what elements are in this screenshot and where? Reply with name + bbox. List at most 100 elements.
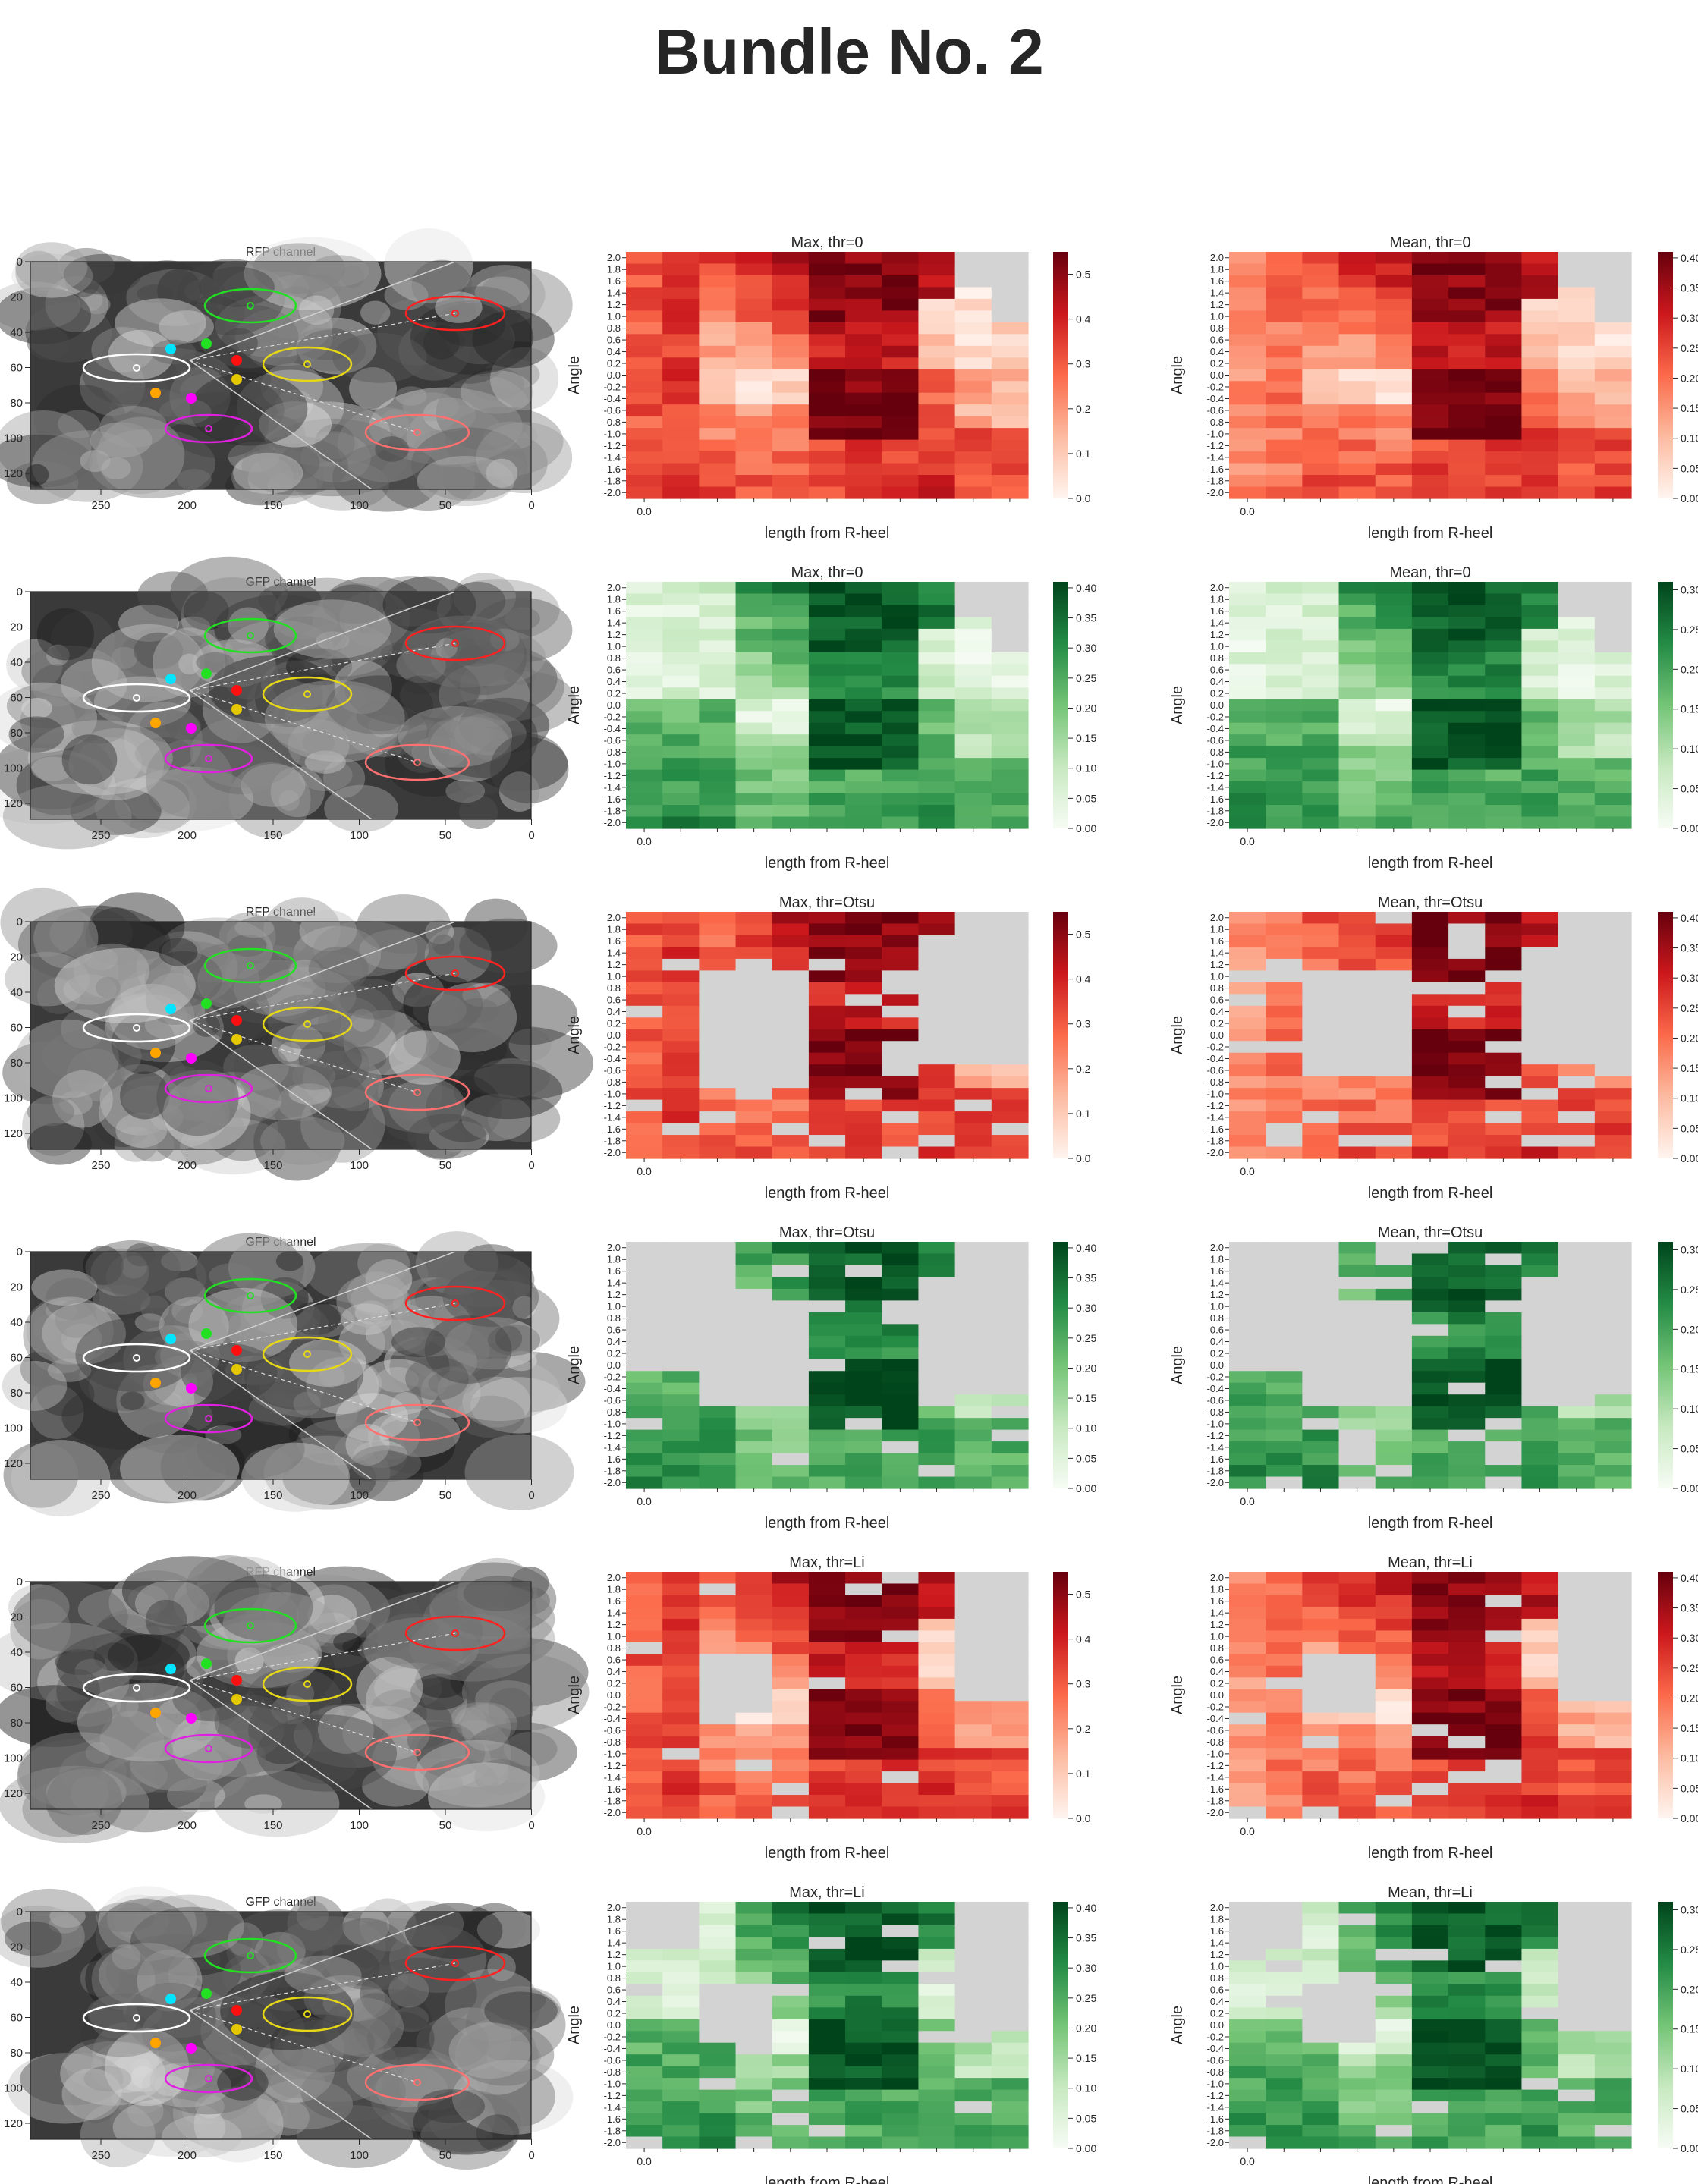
heatmap-cell	[1558, 1984, 1596, 1997]
heatmap-cell	[626, 1724, 663, 1737]
heatmap-cell	[991, 298, 1029, 311]
y-tick-label: 2.0	[1210, 1242, 1224, 1253]
heatmap-cell	[1521, 722, 1559, 735]
heatmap-cell	[845, 1312, 882, 1325]
heatmap-cell	[1375, 1371, 1413, 1384]
heatmap-cell	[1448, 982, 1486, 995]
heatmap-cell	[845, 1099, 882, 1112]
heatmap-cell	[1448, 287, 1486, 300]
heatmap-cell	[882, 2113, 920, 2126]
heatmap-cell	[662, 699, 700, 712]
heatmap-cell	[772, 746, 810, 759]
roi-center-marker	[413, 759, 421, 766]
heatmap-cell	[1338, 605, 1376, 618]
heatmap-cell	[991, 605, 1029, 618]
y-tick-label: 0.0	[607, 699, 621, 711]
heatmap-cell	[1302, 1029, 1340, 1042]
heatmap-cell	[1485, 2125, 1523, 2138]
heatmap-cell	[1485, 1748, 1523, 1761]
heatmap-cell	[1338, 1972, 1376, 1984]
heatmap-cell	[1338, 1146, 1376, 1159]
heatmap-cell	[1558, 404, 1596, 417]
heatmap-cell	[845, 1076, 882, 1089]
heatmap-cell	[1375, 1583, 1413, 1596]
micrograph-blob	[11, 253, 93, 298]
y-tick-label: 80	[10, 1717, 23, 1730]
heatmap-cell	[1302, 2066, 1340, 2079]
micrograph-blob	[365, 1613, 464, 1689]
heatmap-cell	[918, 640, 956, 653]
heatmap-cell	[954, 439, 992, 452]
heatmap-cell	[1521, 1371, 1559, 1384]
heatmap-title: Mean, thr=0	[1389, 234, 1470, 251]
heatmap-cell	[918, 593, 956, 606]
x-tick-label: 250	[91, 1159, 110, 1172]
colorbar-tick-label: 0.00	[1681, 1152, 1698, 1164]
micrograph-blob	[0, 410, 92, 482]
heatmap-cell	[1338, 1937, 1376, 1950]
heatmap-cell	[808, 1076, 846, 1089]
heatmap-cell	[662, 1972, 700, 1984]
micrograph-blob	[22, 1095, 85, 1156]
heatmap-cell	[918, 475, 956, 488]
y-tick-label: 1.6	[607, 605, 621, 617]
heatmap-cell	[662, 1052, 700, 1065]
heatmap-cell	[991, 1995, 1029, 2008]
heatmap-cell	[882, 1689, 920, 1702]
heatmap-cell	[808, 816, 846, 829]
heatmap-cell	[1302, 1759, 1340, 1772]
heatmap-cell	[1229, 1595, 1266, 1608]
micrograph-blob	[162, 315, 231, 382]
roi-ellipse	[82, 1343, 191, 1373]
heatmap-cell	[1485, 1146, 1523, 1159]
heatmap-cell	[882, 675, 920, 688]
heatmap-cell	[882, 805, 920, 818]
y-tick-label: -0.6	[1207, 1064, 1224, 1076]
heatmap-cell	[662, 1277, 700, 1290]
heatmap-cell	[662, 675, 700, 688]
heatmap-cell	[1411, 675, 1449, 688]
heatmap-cell	[808, 1465, 846, 1478]
heatmap-cell	[735, 463, 773, 476]
heatmap-cell	[991, 1347, 1029, 1360]
heatmap-cell	[772, 912, 810, 925]
micrograph-blob	[299, 910, 357, 951]
heatmap-cell	[772, 1441, 810, 1454]
heatmap-cell	[699, 675, 737, 688]
roi-ellipse	[82, 353, 191, 383]
micrograph-blob	[498, 1741, 531, 1772]
micrograph-blob	[160, 1095, 227, 1142]
heatmap-cell	[1302, 1300, 1340, 1313]
heatmap-cell	[808, 1665, 846, 1678]
heatmap-cell	[1375, 357, 1413, 370]
x-tick-label: 50	[439, 499, 452, 512]
heatmap-cell	[699, 475, 737, 488]
heatmap-cell	[772, 664, 810, 677]
heatmap-cell	[1411, 381, 1449, 394]
heatmap-cell	[772, 1642, 810, 1654]
heatmap-cell	[1594, 1064, 1632, 1077]
heatmap-cell	[918, 298, 956, 311]
heatmap-cell	[1338, 1630, 1376, 1643]
micrograph-blob	[260, 1116, 345, 1165]
heatmap-cell	[1411, 970, 1449, 983]
heatmap-cell	[662, 1123, 700, 1136]
heatmap-cell	[1594, 1630, 1632, 1643]
micrograph-blob	[159, 1296, 229, 1356]
heatmap-cell	[918, 912, 956, 925]
heatmap-cell	[1338, 2031, 1376, 2044]
micrograph-blob	[120, 1071, 170, 1120]
colorbar-tick-label: 0.5	[1076, 1589, 1091, 1601]
y-tick-label: 0	[17, 1576, 23, 1589]
y-tick-label: 0.4	[1210, 346, 1224, 357]
heatmap-cell	[735, 769, 773, 782]
heatmap-cell	[1266, 1771, 1303, 1784]
heatmap-cell	[1411, 2113, 1449, 2126]
heatmap-cell	[1375, 617, 1413, 630]
y-tick-label: 0.6	[1210, 1984, 1224, 1996]
heatmap-cell	[1302, 1146, 1340, 1159]
heatmap-cell	[1302, 1476, 1340, 1489]
y-tick-label: 40	[10, 1646, 23, 1659]
y-tick-label: 1.4	[1210, 947, 1224, 959]
heatmap-cell	[1448, 1288, 1486, 1301]
